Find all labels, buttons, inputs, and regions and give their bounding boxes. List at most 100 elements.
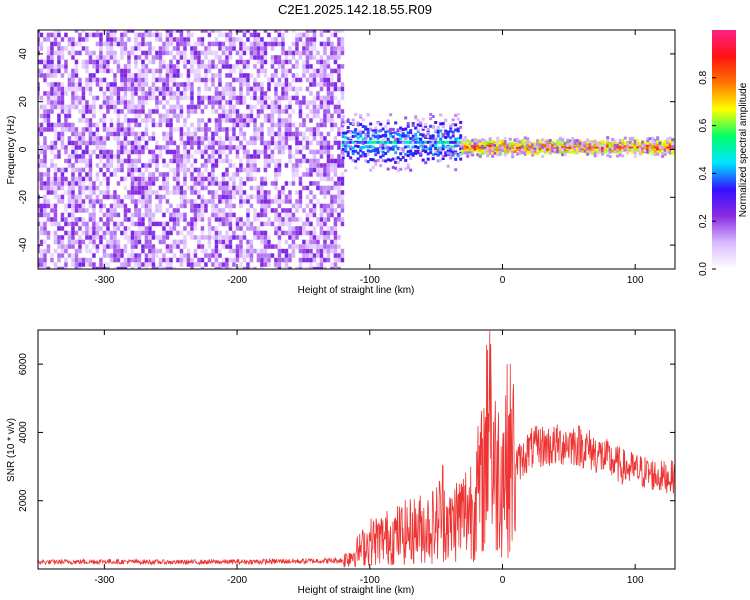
spectrogram-cell: [81, 262, 86, 267]
spectrogram-cell: [646, 141, 650, 145]
spectrogram-cell: [598, 141, 602, 145]
spectrogram-cell: [242, 100, 247, 105]
spectrogram-cell: [172, 266, 177, 269]
spectrogram-cell: [246, 118, 250, 123]
spectrogram-cell: [376, 136, 380, 140]
spectrogram-cell: [134, 41, 138, 47]
spectrogram-cell: [239, 262, 243, 267]
spectrogram-cell: [78, 109, 82, 114]
spectrogram-cell: [571, 145, 575, 149]
spectrogram-cell: [588, 147, 592, 151]
spectrogram-cell: [155, 100, 159, 105]
spectrogram-cell: [46, 46, 51, 51]
spectrogram-cell: [288, 217, 292, 222]
spectrogram-cell: [406, 154, 410, 158]
spectrogram-cell: [99, 68, 103, 74]
spectrogram-cell: [176, 203, 180, 209]
spectrogram-cell: [431, 157, 435, 161]
spectrogram-cell: [130, 230, 135, 236]
spectrogram-cell: [663, 148, 667, 152]
spectrogram-cell: [606, 142, 610, 146]
spectrogram-cell: [246, 82, 250, 87]
spectrogram-cell: [277, 127, 282, 132]
spectrogram-cell: [326, 230, 331, 236]
spectrogram-cell: [179, 154, 184, 159]
spectrogram-cell: [71, 82, 75, 87]
spectrogram-cell: [158, 266, 163, 269]
spectrogram-cell: [225, 257, 229, 263]
spectrogram-cell: [341, 153, 345, 157]
spectrogram-cell: [172, 239, 177, 245]
spectrogram-cell: [183, 235, 187, 240]
spectrogram-cell: [46, 59, 51, 65]
spectrogram-cell: [193, 109, 198, 114]
spectrogram-cell: [344, 135, 348, 139]
spectrogram-cell: [260, 64, 264, 69]
spectrogram-cell: [256, 131, 261, 137]
spectrogram-cell: [53, 91, 58, 96]
spectrogram-cell: [193, 212, 198, 218]
spectrogram-cell: [463, 144, 467, 148]
spectrogram-cell: [401, 132, 405, 136]
spectrogram-cell: [50, 185, 54, 191]
spectrogram-cell: [333, 226, 338, 231]
spectrogram-cell: [190, 163, 194, 168]
spectrogram-cell: [319, 257, 324, 263]
spectrogram-cell: [176, 64, 180, 69]
spectrogram-cell: [302, 32, 306, 38]
spectrogram-cell: [326, 163, 331, 168]
spectrogram-cell: [323, 239, 327, 245]
spectrogram-cell: [81, 154, 86, 159]
y-tick-label: 4000: [18, 421, 29, 444]
spectrogram-cell: [364, 137, 368, 141]
spectrogram-cell: [431, 134, 435, 138]
spectrogram-cell: [267, 77, 271, 83]
spectrogram-cell: [228, 145, 233, 150]
spectrogram-cell: [109, 194, 114, 200]
spectrogram-cell: [99, 154, 103, 159]
spectrogram-cell: [263, 248, 268, 254]
spectrogram-cell: [429, 147, 433, 151]
spectrogram-cell: [235, 113, 240, 119]
spectrogram-cell: [337, 185, 341, 191]
spectrogram-cell: [246, 73, 250, 78]
spectrogram-cell: [239, 181, 243, 186]
spectrogram-cell: [78, 145, 82, 150]
spectrogram-cell: [85, 50, 89, 56]
spectrogram-cell: [155, 158, 159, 164]
spectrogram-cell: [446, 130, 450, 134]
spectrogram-cell: [298, 199, 303, 204]
spectrogram-cell: [394, 160, 398, 164]
spectrogram-cell: [39, 127, 44, 132]
spectrogram-cell: [232, 163, 236, 168]
spectrogram-cell: [60, 212, 65, 218]
spectrogram-cell: [394, 157, 398, 160]
spectrogram-cell: [190, 230, 194, 236]
spectrogram-cell: [148, 50, 152, 56]
snr-x-label: Height of straight line (km): [298, 585, 415, 596]
spectrogram-cell: [183, 95, 187, 101]
spectrogram-cell: [221, 113, 226, 119]
spectrogram-cell: [225, 32, 229, 38]
spectrogram-cell: [144, 262, 149, 267]
spectrogram-cell: [633, 140, 637, 143]
spectrogram-cell: [120, 37, 124, 42]
spectrogram-cell: [134, 118, 138, 123]
spectrogram-cell: [50, 46, 54, 51]
spectrogram-cell: [120, 131, 124, 137]
spectrogram-cell: [57, 244, 61, 249]
spectrogram-cell: [214, 64, 219, 69]
spectrogram-cell: [38, 109, 40, 114]
spectrogram-cell: [197, 91, 201, 96]
spectrogram-cell: [120, 46, 124, 51]
spectrogram-cell: [200, 203, 205, 209]
spectrogram-cell: [57, 46, 61, 51]
spectrogram-cell: [421, 140, 425, 144]
spectrogram-cell: [326, 154, 331, 159]
spectrogram-cell: [449, 126, 453, 130]
spectrogram-cell: [593, 139, 597, 143]
spectrogram-cell: [106, 131, 110, 137]
spectrogram-cell: [39, 149, 44, 155]
spectrogram-cell: [449, 147, 453, 151]
